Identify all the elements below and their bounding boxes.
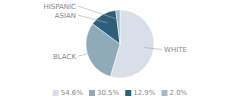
legend-swatch — [89, 90, 95, 96]
legend-swatch — [161, 90, 167, 96]
slice-label: HISPANIC — [43, 3, 76, 11]
legend-item: 2.0% — [161, 89, 187, 97]
legend-label: 54.6% — [61, 89, 84, 97]
leader-line — [78, 6, 118, 19]
slice-label: BLACK — [53, 53, 76, 61]
pie — [86, 10, 154, 78]
legend-item: 54.6% — [53, 89, 84, 97]
chart: WHITE BLACK ASIANHISPANIC 54.6% 30.5% 12.9% 2.… — [0, 0, 240, 100]
legend-swatch — [125, 90, 131, 96]
pie-slice — [116, 10, 120, 44]
legend-label: 2.0% — [169, 89, 187, 97]
legend-item: 12.9% — [125, 89, 156, 97]
legend-item: 30.5% — [89, 89, 120, 97]
annotations: WHITE BLACK ASIANHISPANIC — [43, 3, 186, 61]
leader-line — [78, 15, 108, 23]
slice-label: ASIAN — [55, 12, 76, 20]
leader-line — [78, 52, 97, 56]
slice-label: WHITE — [164, 46, 187, 54]
legend-swatch — [53, 90, 59, 96]
legend-label: 12.9% — [133, 89, 156, 97]
leader-line — [144, 48, 162, 50]
legend-label: 30.5% — [97, 89, 120, 97]
legend: 54.6% 30.5% 12.9% 2.0% — [53, 89, 188, 97]
